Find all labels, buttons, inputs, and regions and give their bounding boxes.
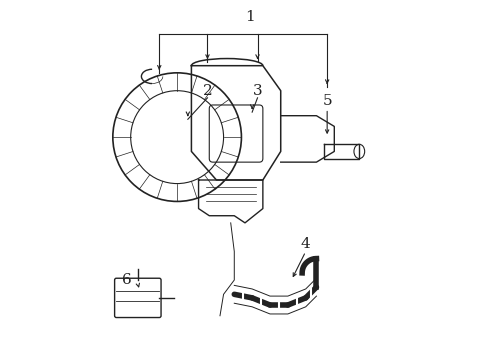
Text: 2: 2 — [203, 84, 212, 98]
Text: 1: 1 — [245, 10, 255, 24]
Text: 6: 6 — [122, 273, 132, 287]
Text: 5: 5 — [322, 94, 332, 108]
Text: 4: 4 — [301, 237, 311, 251]
Text: 3: 3 — [253, 84, 262, 98]
